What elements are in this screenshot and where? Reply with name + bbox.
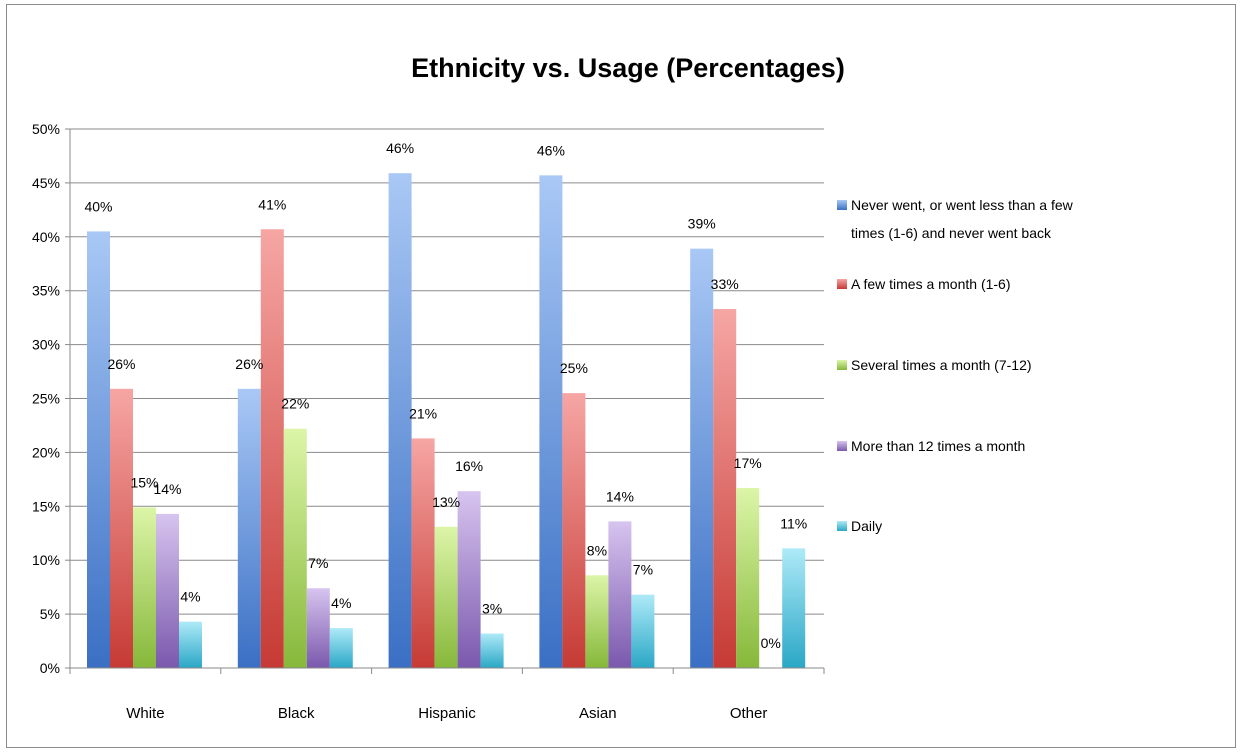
bar (133, 507, 156, 668)
chart-title: Ethnicity vs. Usage (Percentages) (411, 53, 845, 83)
legend-item: Daily (837, 518, 882, 534)
bar (411, 438, 435, 668)
legend-item: A few times a month (1-6) (837, 276, 1011, 292)
bar (306, 588, 330, 668)
bar (110, 388, 133, 668)
data-label: 11% (780, 515, 807, 531)
y-tick-label: 45% (32, 175, 60, 191)
bar (631, 594, 655, 668)
data-label: 22% (281, 396, 309, 412)
data-label: 17% (734, 455, 762, 471)
legend-item: Never went, or went less than a few times… (837, 197, 1074, 241)
bar (237, 388, 261, 668)
data-label: 21% (409, 405, 437, 421)
data-label: 46% (537, 142, 565, 158)
y-tick-label: 15% (32, 498, 60, 514)
data-label: 26% (107, 356, 135, 372)
bar (434, 526, 458, 668)
data-label: 13% (432, 494, 460, 510)
bars (87, 173, 806, 668)
data-label: 33% (711, 276, 739, 292)
y-tick-label: 0% (40, 660, 60, 676)
legend-item: Several times a month (7-12) (837, 357, 1032, 373)
data-label: 16% (455, 458, 483, 474)
bar (608, 521, 632, 668)
bar (585, 575, 609, 668)
y-tick-label: 50% (32, 121, 60, 137)
data-label: 4% (180, 589, 200, 605)
chart-frame: Ethnicity vs. Usage (Percentages) 0% 5% 10… (6, 4, 1236, 748)
bar (539, 175, 563, 668)
bar (736, 487, 760, 668)
bar (713, 309, 737, 668)
gridlines (70, 128, 824, 615)
legend: Never went, or went less than a few times… (837, 197, 1074, 534)
legend-label: Never went, or went less than a few (851, 197, 1074, 213)
data-label: 8% (587, 542, 607, 558)
legend-label: More than 12 times a month (851, 438, 1025, 454)
data-label: 4% (331, 595, 351, 611)
bar (782, 548, 806, 668)
y-tick-label: 25% (32, 391, 60, 407)
legend-swatch (837, 279, 847, 289)
data-label: 0% (761, 635, 781, 651)
x-tick-label: White (126, 705, 164, 722)
data-label: 7% (633, 562, 653, 578)
legend-swatch (837, 441, 847, 451)
y-tick-label: 20% (32, 444, 60, 460)
bar (156, 513, 179, 668)
legend-label: Daily (851, 518, 882, 534)
x-tick-label: Asian (579, 705, 617, 722)
y-tick-label: 30% (32, 337, 60, 353)
bar (179, 621, 202, 668)
legend-swatch (837, 360, 847, 370)
legend-swatch (837, 200, 847, 210)
y-tick-label: 5% (40, 606, 60, 622)
y-tick-label: 10% (32, 552, 60, 568)
axes: 0% 5% 10% 15% 20% 25% 30% 35% 40% 45% 50% White Blac… (32, 121, 825, 722)
bar (457, 491, 481, 668)
data-label: 26% (235, 356, 263, 372)
data-label: 25% (560, 360, 588, 376)
bar (260, 229, 284, 668)
legend-label: times (1-6) and never went back (851, 225, 1052, 241)
bar (87, 231, 110, 668)
legend-item: More than 12 times a month (837, 438, 1025, 454)
chart: Ethnicity vs. Usage (Percentages) 0% 5% 10… (32, 53, 1074, 722)
data-label: 15% (130, 474, 158, 490)
bar (690, 248, 714, 668)
bar (480, 633, 504, 668)
y-tick-label: 35% (32, 283, 60, 299)
data-label: 41% (258, 196, 286, 212)
x-tick-label: Other (730, 705, 768, 722)
legend-label: A few times a month (1-6) (851, 276, 1011, 292)
bar (329, 628, 353, 668)
x-tick-label: Hispanic (418, 705, 476, 722)
data-label: 3% (482, 601, 502, 617)
data-label: 39% (688, 216, 716, 232)
data-label: 7% (308, 555, 328, 571)
data-label: 14% (153, 481, 181, 497)
data-labels: 40% 26% 46% 46% 39% 26% 41% 21% 25% 33% 15% 22% 13% 8… (84, 140, 807, 651)
legend-swatch (837, 521, 847, 531)
y-tick-label: 40% (32, 229, 60, 245)
data-label: 46% (386, 140, 414, 156)
data-label: 40% (84, 198, 112, 214)
x-tick-label: Black (278, 705, 315, 722)
bar (562, 393, 586, 668)
legend-label: Several times a month (7-12) (851, 357, 1032, 373)
bar (283, 428, 307, 668)
data-label: 14% (606, 488, 634, 504)
bar (388, 173, 412, 668)
